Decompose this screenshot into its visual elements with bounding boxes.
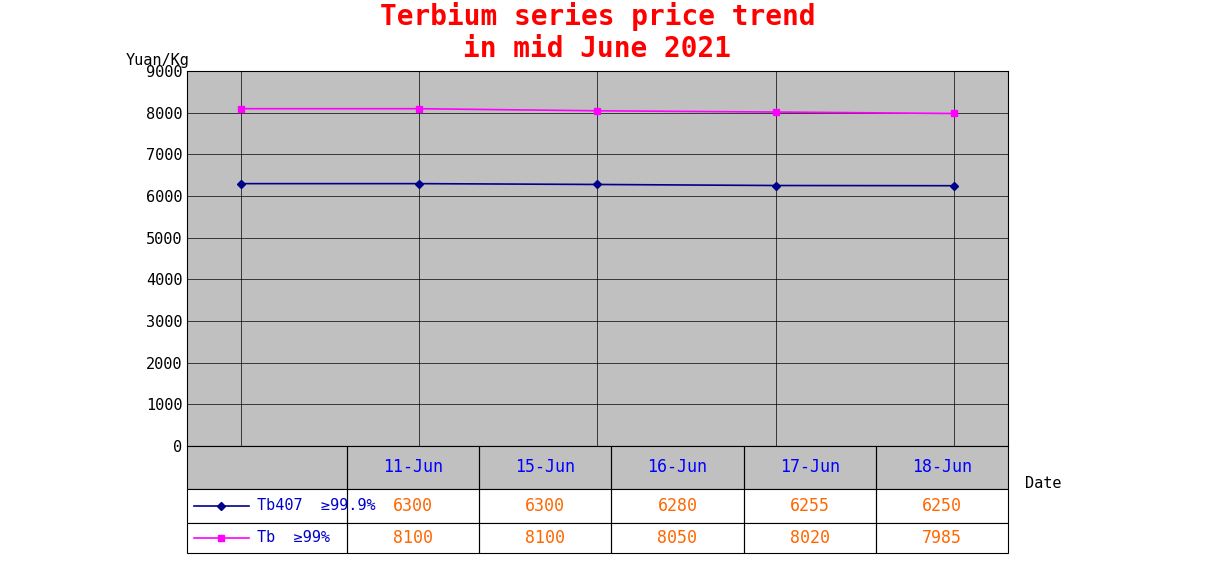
Text: 8050: 8050 bbox=[658, 529, 698, 547]
Bar bbox=[348, 523, 479, 553]
Bar bbox=[479, 523, 612, 553]
Bar bbox=[876, 523, 1008, 553]
Bar bbox=[612, 523, 744, 553]
Bar bbox=[187, 446, 1008, 488]
Text: 6280: 6280 bbox=[658, 497, 698, 515]
Text: Yuan/Kg: Yuan/Kg bbox=[126, 52, 189, 67]
Text: 8100: 8100 bbox=[525, 529, 565, 547]
Bar bbox=[876, 488, 1008, 523]
Bar bbox=[187, 488, 1008, 523]
Text: 6255: 6255 bbox=[789, 497, 829, 515]
Text: 8020: 8020 bbox=[789, 529, 829, 547]
Bar bbox=[744, 523, 876, 553]
Text: 6250: 6250 bbox=[922, 497, 962, 515]
Bar bbox=[479, 488, 612, 523]
Bar bbox=[348, 446, 479, 488]
Text: Tb  ≥99%: Tb ≥99% bbox=[257, 531, 330, 545]
Title: Terbium series price trend
in mid June 2021: Terbium series price trend in mid June 2… bbox=[380, 2, 815, 63]
Text: 8100: 8100 bbox=[393, 529, 433, 547]
Text: 6300: 6300 bbox=[525, 497, 565, 515]
Text: 15-Jun: 15-Jun bbox=[515, 458, 576, 477]
Text: 17-Jun: 17-Jun bbox=[780, 458, 840, 477]
Bar bbox=[479, 446, 612, 488]
Bar bbox=[187, 488, 348, 523]
Text: Date: Date bbox=[1025, 477, 1061, 491]
Bar bbox=[187, 523, 1008, 553]
Bar bbox=[876, 446, 1008, 488]
Text: 11-Jun: 11-Jun bbox=[383, 458, 443, 477]
Bar bbox=[744, 488, 876, 523]
Bar bbox=[612, 446, 744, 488]
Text: Tb407  ≥99.9%: Tb407 ≥99.9% bbox=[257, 498, 375, 514]
Bar bbox=[187, 523, 348, 553]
Text: 18-Jun: 18-Jun bbox=[911, 458, 972, 477]
Text: 16-Jun: 16-Jun bbox=[647, 458, 707, 477]
Text: 7985: 7985 bbox=[922, 529, 962, 547]
Bar bbox=[612, 488, 744, 523]
Bar bbox=[187, 446, 348, 488]
Bar bbox=[744, 446, 876, 488]
Text: 6300: 6300 bbox=[393, 497, 433, 515]
Bar bbox=[348, 488, 479, 523]
